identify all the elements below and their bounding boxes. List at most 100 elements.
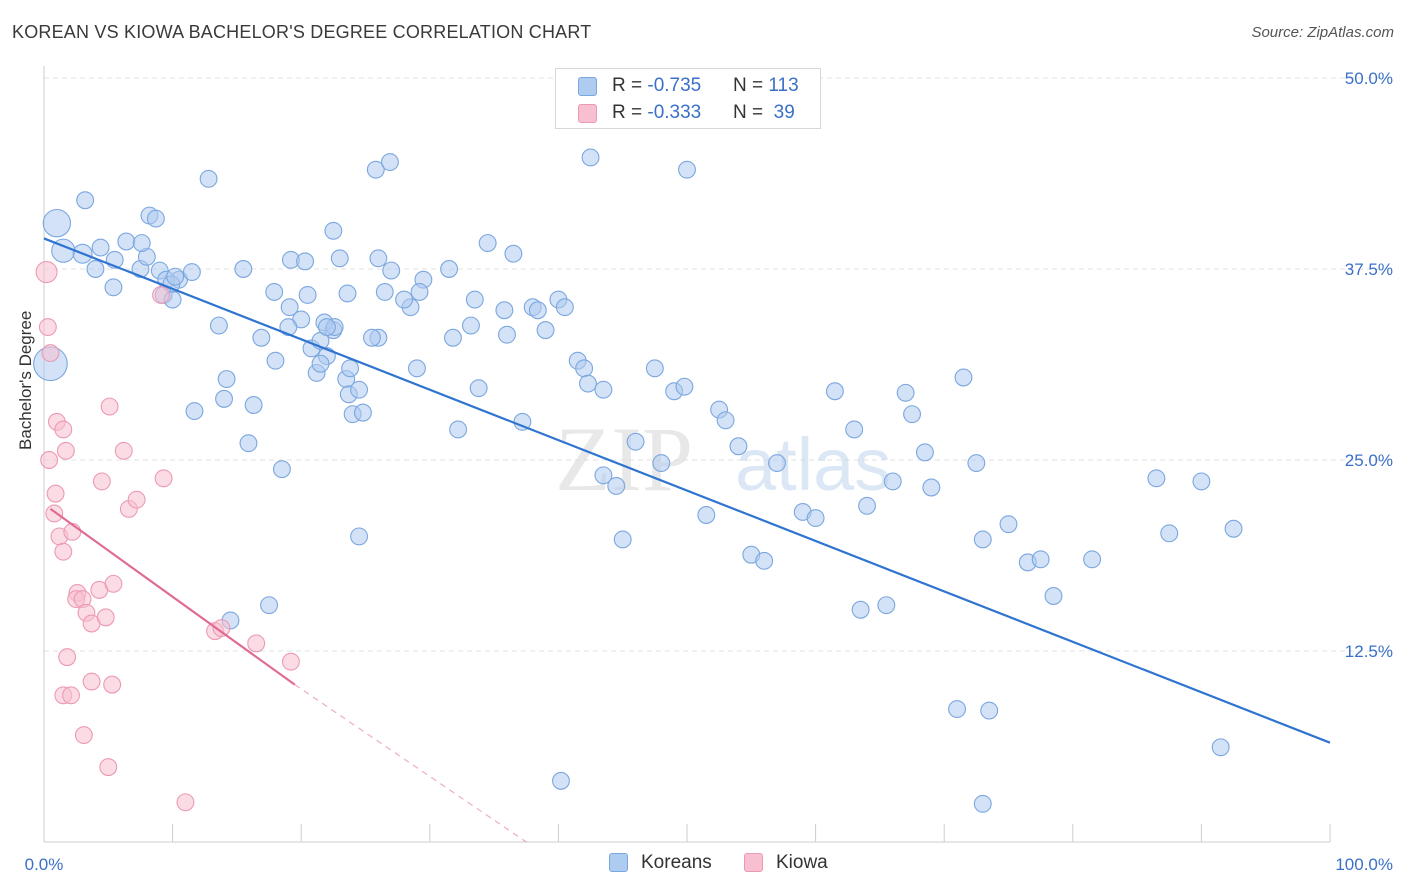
koreans-point-82 <box>528 301 547 320</box>
y-tick-label-0: 12.5% <box>1345 642 1393 661</box>
kiowa-point-5 <box>54 420 73 439</box>
kiowa-point-23 <box>127 490 146 509</box>
grid-layer <box>44 77 1392 652</box>
koreans-point-7 <box>104 278 123 297</box>
koreans-point-34 <box>280 298 299 317</box>
kiowa-point-0 <box>35 261 58 284</box>
koreans-point-4 <box>76 191 95 210</box>
kiowa-point-20 <box>100 397 119 416</box>
kiowa-point-27 <box>92 472 111 491</box>
koreans-point-97 <box>675 377 694 396</box>
koreans-point-69 <box>395 290 414 309</box>
koreans-point-60 <box>338 284 357 303</box>
zipatlas-watermark: ZIP atlas <box>555 408 891 510</box>
koreans-point-124 <box>1160 524 1179 543</box>
koreans-r-label: R = <box>612 75 648 96</box>
koreans-point-74 <box>465 290 484 309</box>
kiowa-r-value: -0.333 <box>647 102 702 123</box>
koreans-point-73 <box>443 328 462 347</box>
kiowa-point-19 <box>104 574 123 593</box>
koreans-point-129 <box>581 148 600 167</box>
koreans-point-127 <box>678 160 696 179</box>
koreans-point-20 <box>166 267 185 286</box>
koreans-point-0 <box>42 208 72 238</box>
chart-title: KOREAN VS KIOWA BACHELOR'S DEGREE CORREL… <box>12 22 592 42</box>
kiowa-point-2 <box>41 344 60 362</box>
koreans-point-108 <box>858 496 876 515</box>
y-tick-label-3: 50.0% <box>1345 69 1393 88</box>
kiowa-point-7 <box>46 484 65 503</box>
x-tick-label-1: 100.0% <box>1335 855 1393 874</box>
koreans-point-27 <box>209 316 228 335</box>
koreans-point-57 <box>369 249 388 268</box>
koreans-point-115 <box>954 368 973 387</box>
koreans-point-79 <box>495 301 514 320</box>
koreans-point-116 <box>967 454 986 473</box>
kiowa-point-31 <box>74 726 93 744</box>
kiowa-n-label: N = <box>733 102 769 123</box>
koreans-point-67 <box>407 359 426 378</box>
koreans-n-value: 113 <box>768 75 799 96</box>
kiowa-point-10 <box>54 542 73 561</box>
koreans-point-33 <box>266 351 285 370</box>
koreans-legend-swatch <box>609 853 628 872</box>
koreans-point-66 <box>353 403 372 422</box>
koreans-point-123 <box>1147 469 1166 488</box>
kiowa-point-37 <box>247 634 266 653</box>
koreans-point-30 <box>244 396 263 414</box>
koreans-point-134 <box>973 794 992 813</box>
koreans-point-71 <box>410 282 429 301</box>
tick-label-layer: 12.5% 25.0% 37.5% 50.0% 0.0% 100.0% <box>25 69 1393 874</box>
koreans-point-6 <box>91 238 110 257</box>
kiowa-n-value: 39 <box>768 102 795 123</box>
kiowa-point-32 <box>82 672 101 691</box>
koreans-point-130 <box>504 244 523 263</box>
koreans-point-91 <box>607 477 626 495</box>
watermark-zip: ZIP <box>555 408 693 510</box>
koreans-point-32 <box>265 282 284 301</box>
y-tick-label-2: 37.5% <box>1345 260 1393 279</box>
koreans-point-31 <box>252 328 271 347</box>
koreans-swatch <box>578 77 597 96</box>
kiowa-point-30 <box>62 686 80 705</box>
kiowa-trend-extension <box>294 684 527 843</box>
koreans-point-103 <box>768 454 786 473</box>
koreans-n-label: N = <box>733 75 769 96</box>
koreans-point-126 <box>1224 519 1243 538</box>
koreans-point-23 <box>199 169 218 188</box>
koreans-point-88 <box>579 374 597 393</box>
koreans-point-120 <box>1031 550 1050 569</box>
koreans-point-53 <box>317 318 336 337</box>
kiowa-point-36 <box>212 619 231 638</box>
koreans-point-94 <box>645 359 664 378</box>
koreans-point-13 <box>146 209 165 228</box>
kiowa-point-33 <box>99 758 118 777</box>
kiowa-point-21 <box>114 441 133 460</box>
koreans-point-29 <box>239 434 258 453</box>
koreans-point-58 <box>382 261 401 280</box>
koreans-point-61 <box>279 318 298 337</box>
koreans-point-128 <box>478 234 497 252</box>
koreans-point-54 <box>366 160 385 179</box>
koreans-point-65 <box>350 380 369 399</box>
koreans-point-107 <box>845 420 864 439</box>
koreans-point-111 <box>896 383 915 402</box>
koreans-point-37 <box>296 252 315 271</box>
koreans-point-63 <box>350 527 369 546</box>
koreans-point-24 <box>217 370 236 388</box>
koreans-point-26 <box>185 402 204 421</box>
koreans-point-49 <box>298 286 317 304</box>
koreans-point-106 <box>825 382 844 401</box>
koreans-point-136 <box>851 600 870 619</box>
kiowa-point-3 <box>40 451 59 469</box>
series-legend: Koreans Kiowa <box>0 852 1406 878</box>
koreans-point-64 <box>272 460 291 479</box>
kiowa-legend-label: Kiowa <box>776 852 828 873</box>
koreans-point-105 <box>806 509 825 528</box>
koreans-r-value: -0.735 <box>647 75 702 96</box>
kiowa-r-label: R = <box>612 102 648 123</box>
x-tick-label-0: 0.0% <box>25 855 64 874</box>
koreans-point-87 <box>575 359 594 378</box>
kiowa-point-6 <box>56 441 75 460</box>
